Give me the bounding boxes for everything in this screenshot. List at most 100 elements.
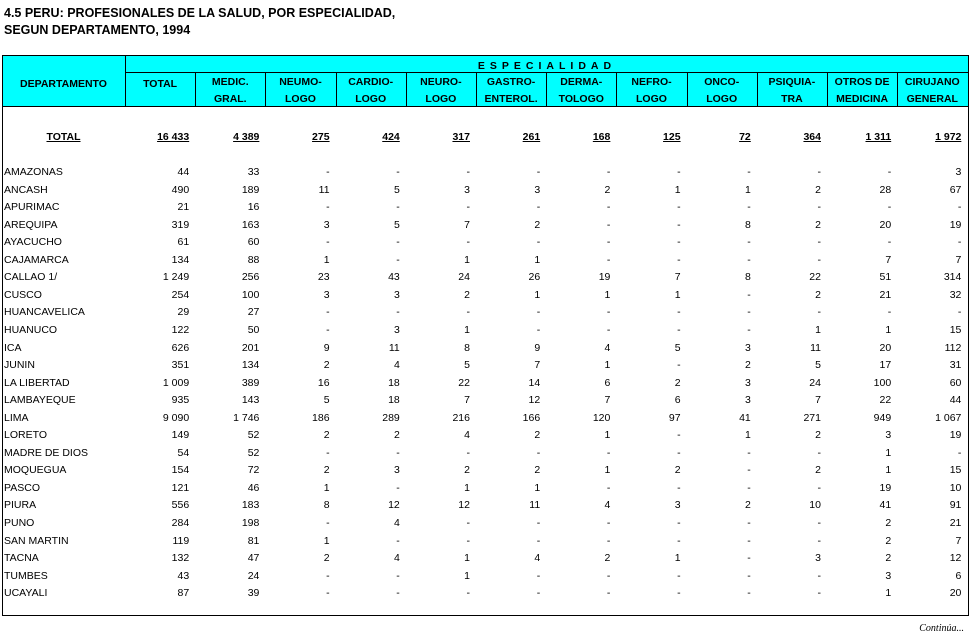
cell-value: 2 [534, 464, 541, 477]
cell-value: 20 [879, 341, 892, 354]
cell-value: 2 [885, 552, 892, 565]
cell-value: 2 [744, 359, 751, 372]
cell-value: 15 [949, 323, 962, 336]
cell-value: 46 [247, 481, 260, 494]
cell-value: 154 [171, 464, 190, 477]
cell-value: - [326, 236, 330, 249]
cell-value: - [747, 306, 751, 319]
cell-value: 2 [393, 429, 400, 442]
cell-value: 100 [241, 288, 260, 301]
cell-value: 10 [949, 481, 962, 494]
cell-value: 3 [744, 341, 751, 354]
column-header: CARDIO- [348, 76, 394, 88]
cell-value: 19 [598, 271, 611, 284]
total-value: 168 [592, 131, 611, 143]
cell-value: 4 [393, 552, 400, 565]
cell-value: - [677, 323, 681, 336]
cell-value: - [747, 464, 751, 477]
column-header: TOTAL [143, 78, 178, 90]
column-header: GENERAL [906, 93, 958, 105]
cell-value: 1 067 [935, 411, 962, 424]
column-header: LOGO [355, 93, 387, 105]
cell-value: 2 [815, 218, 821, 231]
cell-value: 2 [815, 288, 821, 301]
cell-value: 21 [879, 288, 892, 301]
column-header: MEDIC. [211, 76, 249, 88]
cell-value: - [606, 517, 611, 529]
row-label: CALLAO 1/ [4, 271, 58, 284]
cell-value: 16 [247, 201, 260, 214]
cell-value: 44 [177, 166, 190, 178]
row-label: LAMBAYEQUE [4, 394, 76, 407]
cell-value: 3 [744, 376, 751, 389]
cell-value: - [887, 201, 892, 214]
cell-value: - [326, 569, 330, 582]
cell-value: 1 [604, 464, 611, 477]
row-label: AYACUCHO [4, 236, 62, 249]
cell-value: 33 [247, 166, 260, 178]
cell-value: 134 [171, 253, 190, 266]
cell-value: 216 [452, 411, 470, 424]
cell-value: 1 [464, 253, 470, 266]
cell-value: - [606, 534, 611, 547]
cell-value: 11 [529, 499, 541, 512]
cell-value: 20 [949, 587, 962, 600]
cell-value: 2 [323, 464, 330, 477]
cell-value: - [677, 306, 681, 319]
row-label: TUMBES [4, 569, 48, 582]
cell-value: - [606, 218, 611, 231]
cell-value: 11 [810, 341, 821, 354]
cell-value: - [606, 446, 611, 459]
column-header: GASTRO- [486, 76, 536, 88]
cell-value: 289 [382, 411, 400, 424]
cell-value: 1 [323, 481, 330, 494]
cell-value: 6 [604, 376, 611, 389]
cell-value: - [677, 429, 681, 442]
cell-value: 7 [604, 394, 611, 407]
cell-value: - [396, 446, 400, 459]
title-line: SEGUN DEPARTAMENTO, 1994 [4, 23, 191, 37]
cell-value: 166 [522, 411, 541, 424]
cell-value: 7 [534, 359, 541, 372]
cell-value: 490 [171, 183, 190, 196]
cell-value: 52 [247, 429, 260, 442]
column-header: NEURO- [420, 76, 462, 88]
cell-value: 41 [739, 411, 751, 424]
cell-value: 11 [388, 341, 400, 354]
cell-value: - [606, 253, 611, 266]
cell-value: 163 [241, 218, 260, 231]
cell-value: 41 [879, 499, 892, 512]
cell-value: - [817, 166, 821, 178]
cell-value: 11 [318, 183, 330, 196]
cell-value: 5 [674, 341, 681, 354]
column-header-cell [616, 72, 688, 107]
cell-value: 2 [674, 376, 681, 389]
cell-value: 121 [171, 481, 190, 494]
cell-value: 3 [393, 288, 400, 301]
cell-value: - [747, 288, 751, 301]
row-label: SAN MARTIN [4, 534, 69, 547]
cell-value: 2 [885, 517, 892, 529]
cell-value: 1 [534, 253, 541, 266]
row-label: PUNO [4, 517, 35, 529]
cell-value: 1 009 [162, 376, 190, 389]
cell-value: - [466, 236, 470, 249]
column-header: PSIQUIA- [768, 76, 816, 88]
cell-value: - [677, 534, 681, 547]
total-value: 364 [803, 131, 821, 143]
cell-value: - [747, 517, 751, 529]
cell-value: 284 [171, 517, 190, 529]
cell-value: 2 [534, 429, 541, 442]
column-header-cell [827, 72, 899, 107]
cell-value: 16 [317, 376, 330, 389]
cell-value: 1 [604, 429, 611, 442]
column-header: GRAL. [213, 93, 247, 105]
cell-value: 3 [534, 183, 541, 196]
column-header-cell [335, 72, 407, 107]
cell-value: - [677, 446, 681, 459]
cell-value: - [396, 569, 400, 582]
cell-value: 3 [323, 218, 330, 231]
row-label: PIURA [4, 499, 37, 512]
row-label: JUNIN [4, 359, 35, 372]
row-label: APURIMAC [4, 201, 60, 214]
